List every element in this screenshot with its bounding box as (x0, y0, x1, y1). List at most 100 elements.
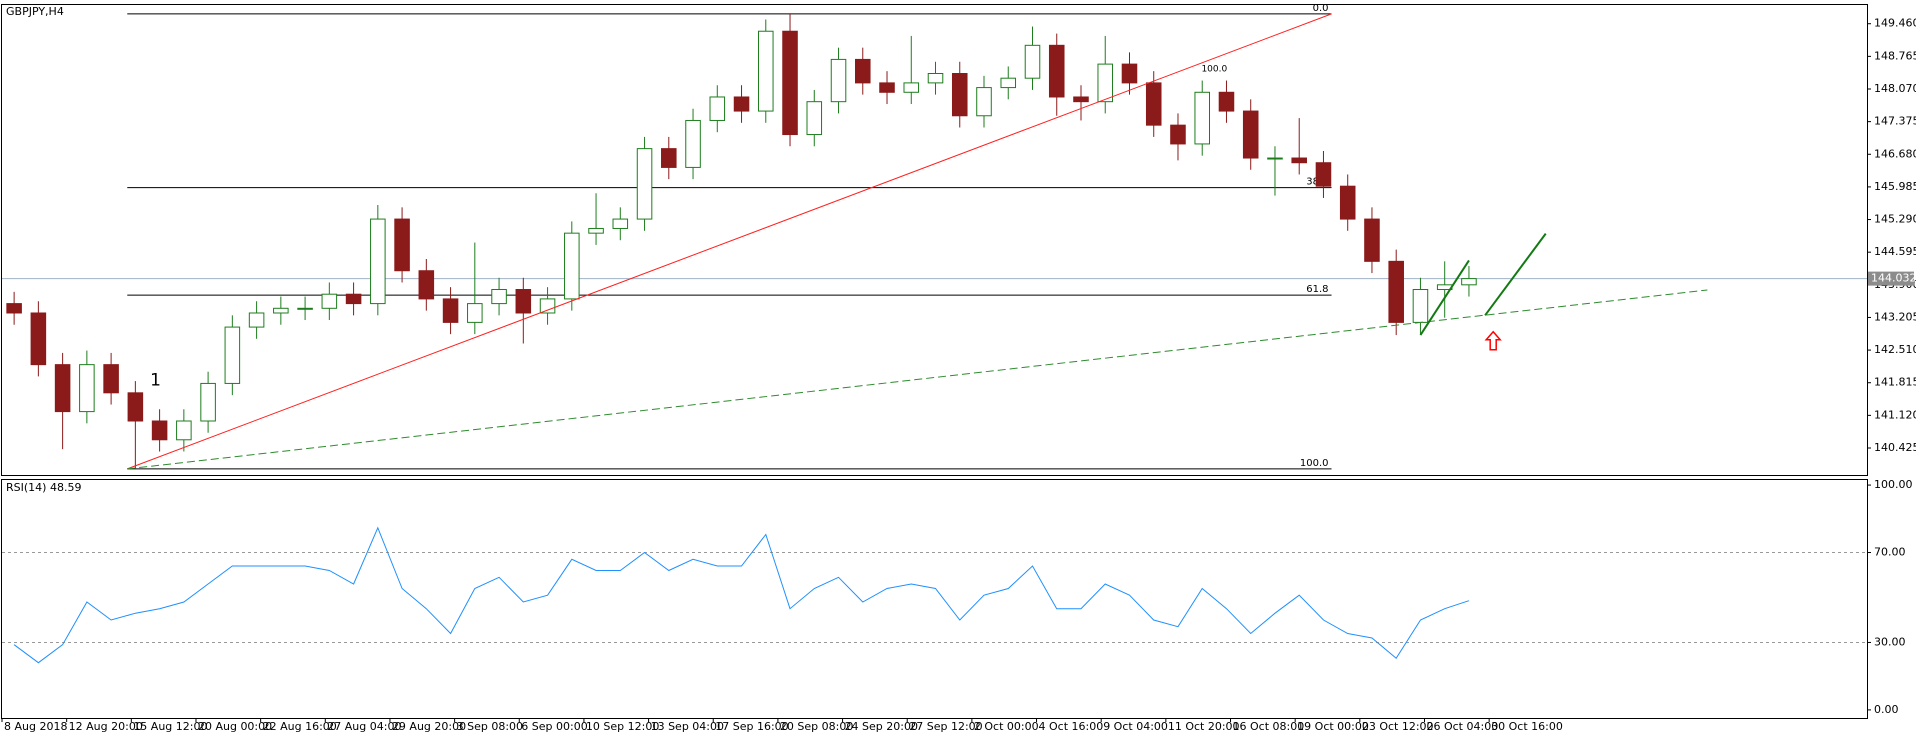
candle-body (661, 148, 677, 168)
x-tick-label: 22 Aug 16:00 (263, 720, 337, 733)
x-tick-label: 26 Oct 04:00 (1426, 720, 1498, 733)
y-tick-label: 149.460 (1874, 17, 1916, 30)
candle-body (806, 101, 823, 136)
candle-body (976, 87, 992, 117)
candle-body (1170, 124, 1186, 145)
candle-body (200, 382, 216, 422)
x-tick-label: 24 Sep 20:00 (845, 720, 918, 733)
trendline (1419, 259, 1470, 336)
x-tick-label: 20 Sep 08:00 (780, 720, 853, 733)
candle-body (467, 303, 483, 323)
candle-body (927, 72, 944, 84)
candle-body (903, 82, 920, 93)
x-tick-label: 23 Oct 12:00 (1362, 720, 1434, 733)
candle-body (273, 307, 289, 314)
y-tick-label: 145.985 (1874, 180, 1916, 193)
candle-body (854, 58, 871, 84)
y-tick-label: 148.765 (1874, 49, 1916, 62)
x-tick-label: 10 Sep 12:00 (586, 720, 659, 733)
candle-body (733, 96, 750, 112)
current-price-label: 144.032 (1871, 272, 1916, 285)
x-tick-label: 11 Oct 20:00 (1168, 720, 1240, 733)
candle-body (1242, 110, 1259, 159)
x-tick-label: 20 Aug 00:00 (198, 720, 272, 733)
y-tick-label: 141.815 (1874, 376, 1916, 389)
y-tick-label: 144.595 (1874, 245, 1916, 258)
candle-body (151, 420, 168, 441)
candle-body (1267, 157, 1283, 160)
candle-body (1315, 162, 1332, 187)
candle-body (79, 364, 95, 413)
y-tick-label: 147.375 (1874, 115, 1916, 128)
candle-body (103, 364, 119, 394)
trendline (127, 13, 1332, 470)
fib-label: 100.0 (1300, 458, 1329, 469)
candle-body (1339, 185, 1356, 220)
candle-body (588, 227, 604, 234)
y-tick-label: 146.680 (1874, 147, 1916, 160)
y-tick-label: 142.510 (1874, 343, 1916, 356)
candle-body (6, 303, 22, 314)
fib-label: 61.8 (1306, 284, 1328, 295)
candle-body (685, 119, 701, 168)
x-tick-label: 12 Aug 20:00 (69, 720, 143, 733)
candle-body (1073, 96, 1089, 103)
y-tick-label: 100.00 (1874, 478, 1913, 491)
candle-body (224, 326, 241, 384)
fib-label: 0.0 (1313, 3, 1329, 14)
candle-body (442, 298, 459, 323)
y-tick-label: 148.070 (1874, 82, 1916, 95)
price-panel (1, 4, 1868, 476)
candle-body (30, 312, 47, 366)
candle-body (709, 96, 726, 121)
candle-body (321, 293, 338, 309)
candle-body (1388, 260, 1404, 323)
rsi-panel (1, 479, 1868, 719)
x-tick-label: 17 Sep 16:00 (715, 720, 788, 733)
x-tick-label: 29 Aug 20:00 (392, 720, 466, 733)
candle-body (248, 312, 265, 328)
candle-body (782, 30, 798, 136)
annotation: 100.0 (1201, 64, 1227, 74)
chart-title: GBPJPY,H4 (6, 5, 64, 18)
candle-body (394, 218, 410, 272)
candle-body (539, 298, 556, 314)
y-tick-label: 141.120 (1874, 408, 1916, 421)
y-tick-label: 0.00 (1874, 703, 1899, 716)
y-tick-label: 70.00 (1874, 546, 1906, 559)
x-tick-label: 27 Aug 04:00 (327, 720, 401, 733)
candle-body (1024, 44, 1041, 79)
x-tick-label: 13 Sep 04:00 (651, 720, 724, 733)
x-tick-label: 15 Aug 12:00 (133, 720, 207, 733)
candle-body (491, 289, 507, 305)
candle-body (1194, 91, 1211, 145)
current-price-box (1868, 271, 1914, 286)
trendline (127, 289, 1708, 470)
candle-body (370, 218, 386, 305)
y-tick-label: 140.425 (1874, 441, 1916, 454)
x-tick-label: 2 Oct 00:00 (974, 720, 1039, 733)
annotation: 1 (150, 371, 161, 391)
x-tick-label: 30 Oct 16:00 (1491, 720, 1563, 733)
candle-body (1291, 157, 1307, 164)
candle-body (1145, 82, 1162, 126)
trendline (1484, 233, 1547, 316)
candle-body (564, 232, 580, 300)
candle-body (127, 392, 144, 422)
x-tick-label: 19 Oct 00:00 (1297, 720, 1369, 733)
x-tick-label: 6 Sep 00:00 (521, 720, 587, 733)
candle-body (1364, 218, 1380, 262)
candle-body (951, 72, 968, 117)
x-tick-label: 9 Oct 04:00 (1103, 720, 1168, 733)
candle-body (1048, 44, 1065, 98)
candle-body (612, 218, 629, 229)
x-tick-label: 16 Oct 08:00 (1233, 720, 1305, 733)
candle-body (515, 289, 532, 314)
arrow (1484, 330, 1502, 351)
rsi-line (13, 526, 1470, 664)
candle-body (1412, 289, 1429, 323)
candle-body (1097, 63, 1114, 103)
x-tick-label: 27 Sep 12:00 (909, 720, 982, 733)
